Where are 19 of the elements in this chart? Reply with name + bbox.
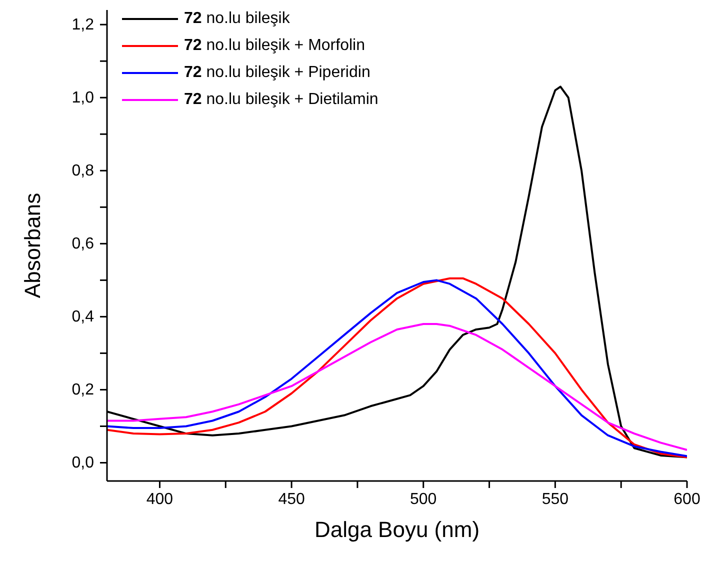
y-tick-label: 1,2 xyxy=(72,16,94,34)
x-axis-title: Dalga Boyu (nm) xyxy=(314,517,480,542)
y-tick-label: 0,6 xyxy=(72,236,94,253)
y-tick-label: 1,0 xyxy=(72,90,94,107)
x-tick-label: 400 xyxy=(146,491,174,508)
x-tick-label: 550 xyxy=(542,491,569,508)
x-tick-label: 500 xyxy=(410,491,437,508)
line-series xyxy=(107,323,687,451)
y-tick-label: 0,8 xyxy=(72,162,94,180)
legend-label: 72 no.lu bileşik + Morfolin xyxy=(184,36,365,54)
x-tick-label: 450 xyxy=(278,491,305,508)
x-tick-label: 600 xyxy=(674,491,700,508)
y-tick-label: 0,0 xyxy=(72,454,94,472)
legend-label: 72 no.lu bileşik xyxy=(184,10,290,28)
y-axis-title: Absorbans xyxy=(20,192,45,298)
legend-label: 72 no.lu bileşik + Dietilamin xyxy=(184,90,378,108)
legend-label: 72 no.lu bileşik + Piperidin xyxy=(184,64,370,82)
y-tick-label: 0,2 xyxy=(72,382,94,399)
y-tick-label: 0,4 xyxy=(72,308,94,326)
